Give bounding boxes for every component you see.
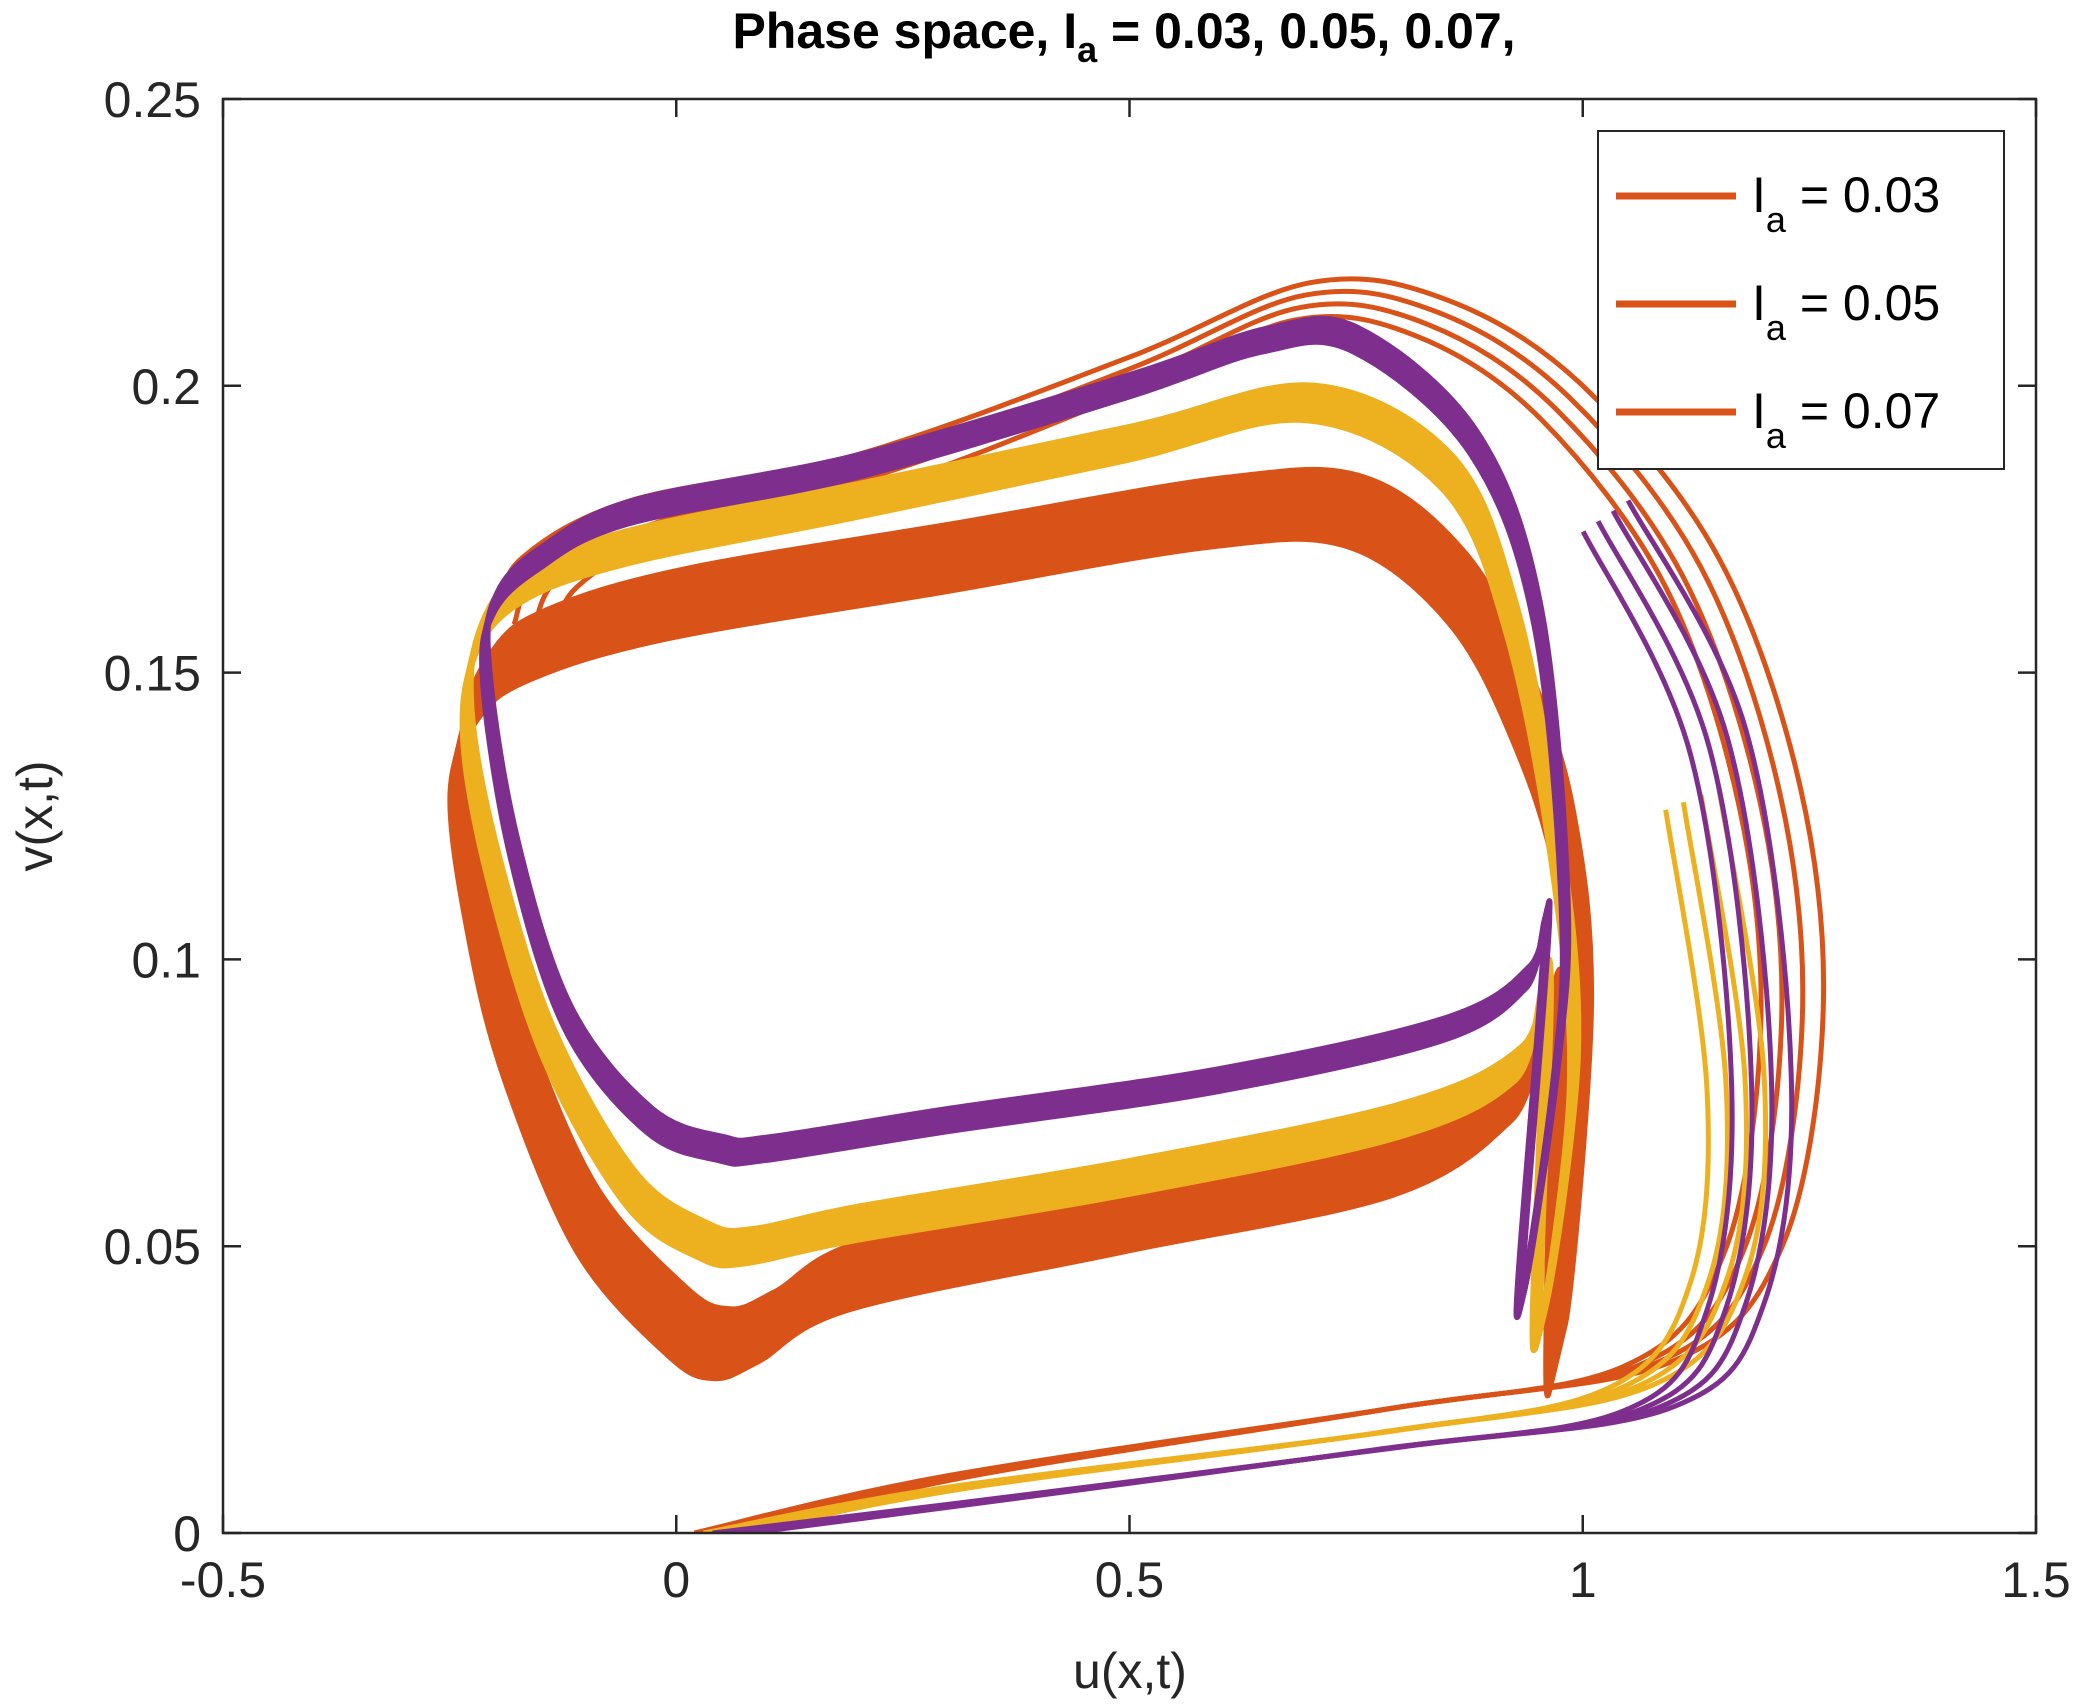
series-1-cycle (467, 382, 1582, 1319)
x-axis-label: u(x,t) (1073, 1643, 1187, 1699)
y-tick-label: 0.05 (104, 1219, 201, 1275)
y-tick-label: 0 (173, 1506, 201, 1562)
y-axis-label: v(x,t) (7, 760, 63, 871)
x-tick-label: 1.5 (2001, 1552, 2071, 1608)
legend-item: Ia = 0.03 (1616, 167, 1940, 240)
series-layer (447, 276, 1827, 1533)
legend-label: Ia = 0.07 (1752, 383, 1940, 456)
x-tick-label: 0.5 (1095, 1552, 1165, 1608)
tick-layer: -0.5 0 0.5 1 1.500.050.10.150.20.25 (104, 72, 2071, 1608)
legend-label: Ia = 0.05 (1752, 275, 1940, 348)
x-tick-label: 1 (1569, 1552, 1597, 1608)
y-tick-label: 0.25 (104, 72, 201, 128)
legend: Ia = 0.03 Ia = 0.05 Ia = 0.07 (1597, 130, 2005, 470)
x-tick-label: 0 (662, 1552, 690, 1608)
y-tick-label: 0.15 (104, 646, 201, 702)
x-tick-label: -0.5 (180, 1552, 266, 1608)
chart-title: Phase space, Ia = 0.03, 0.05, 0.07, (732, 3, 1515, 70)
y-tick-label: 0.1 (131, 932, 201, 988)
legend-item: Ia = 0.07 (1616, 383, 1940, 456)
legend-item: Ia = 0.05 (1616, 275, 1940, 348)
series-1-transient (741, 809, 1711, 1533)
y-tick-label: 0.2 (131, 359, 201, 415)
plot-area: -0.5 0 0.5 1 1.500.050.10.150.20.25 (104, 72, 2071, 1608)
series-2-cycle (484, 315, 1572, 1298)
series-2-transient (749, 530, 1735, 1533)
legend-label: Ia = 0.03 (1752, 167, 1940, 240)
